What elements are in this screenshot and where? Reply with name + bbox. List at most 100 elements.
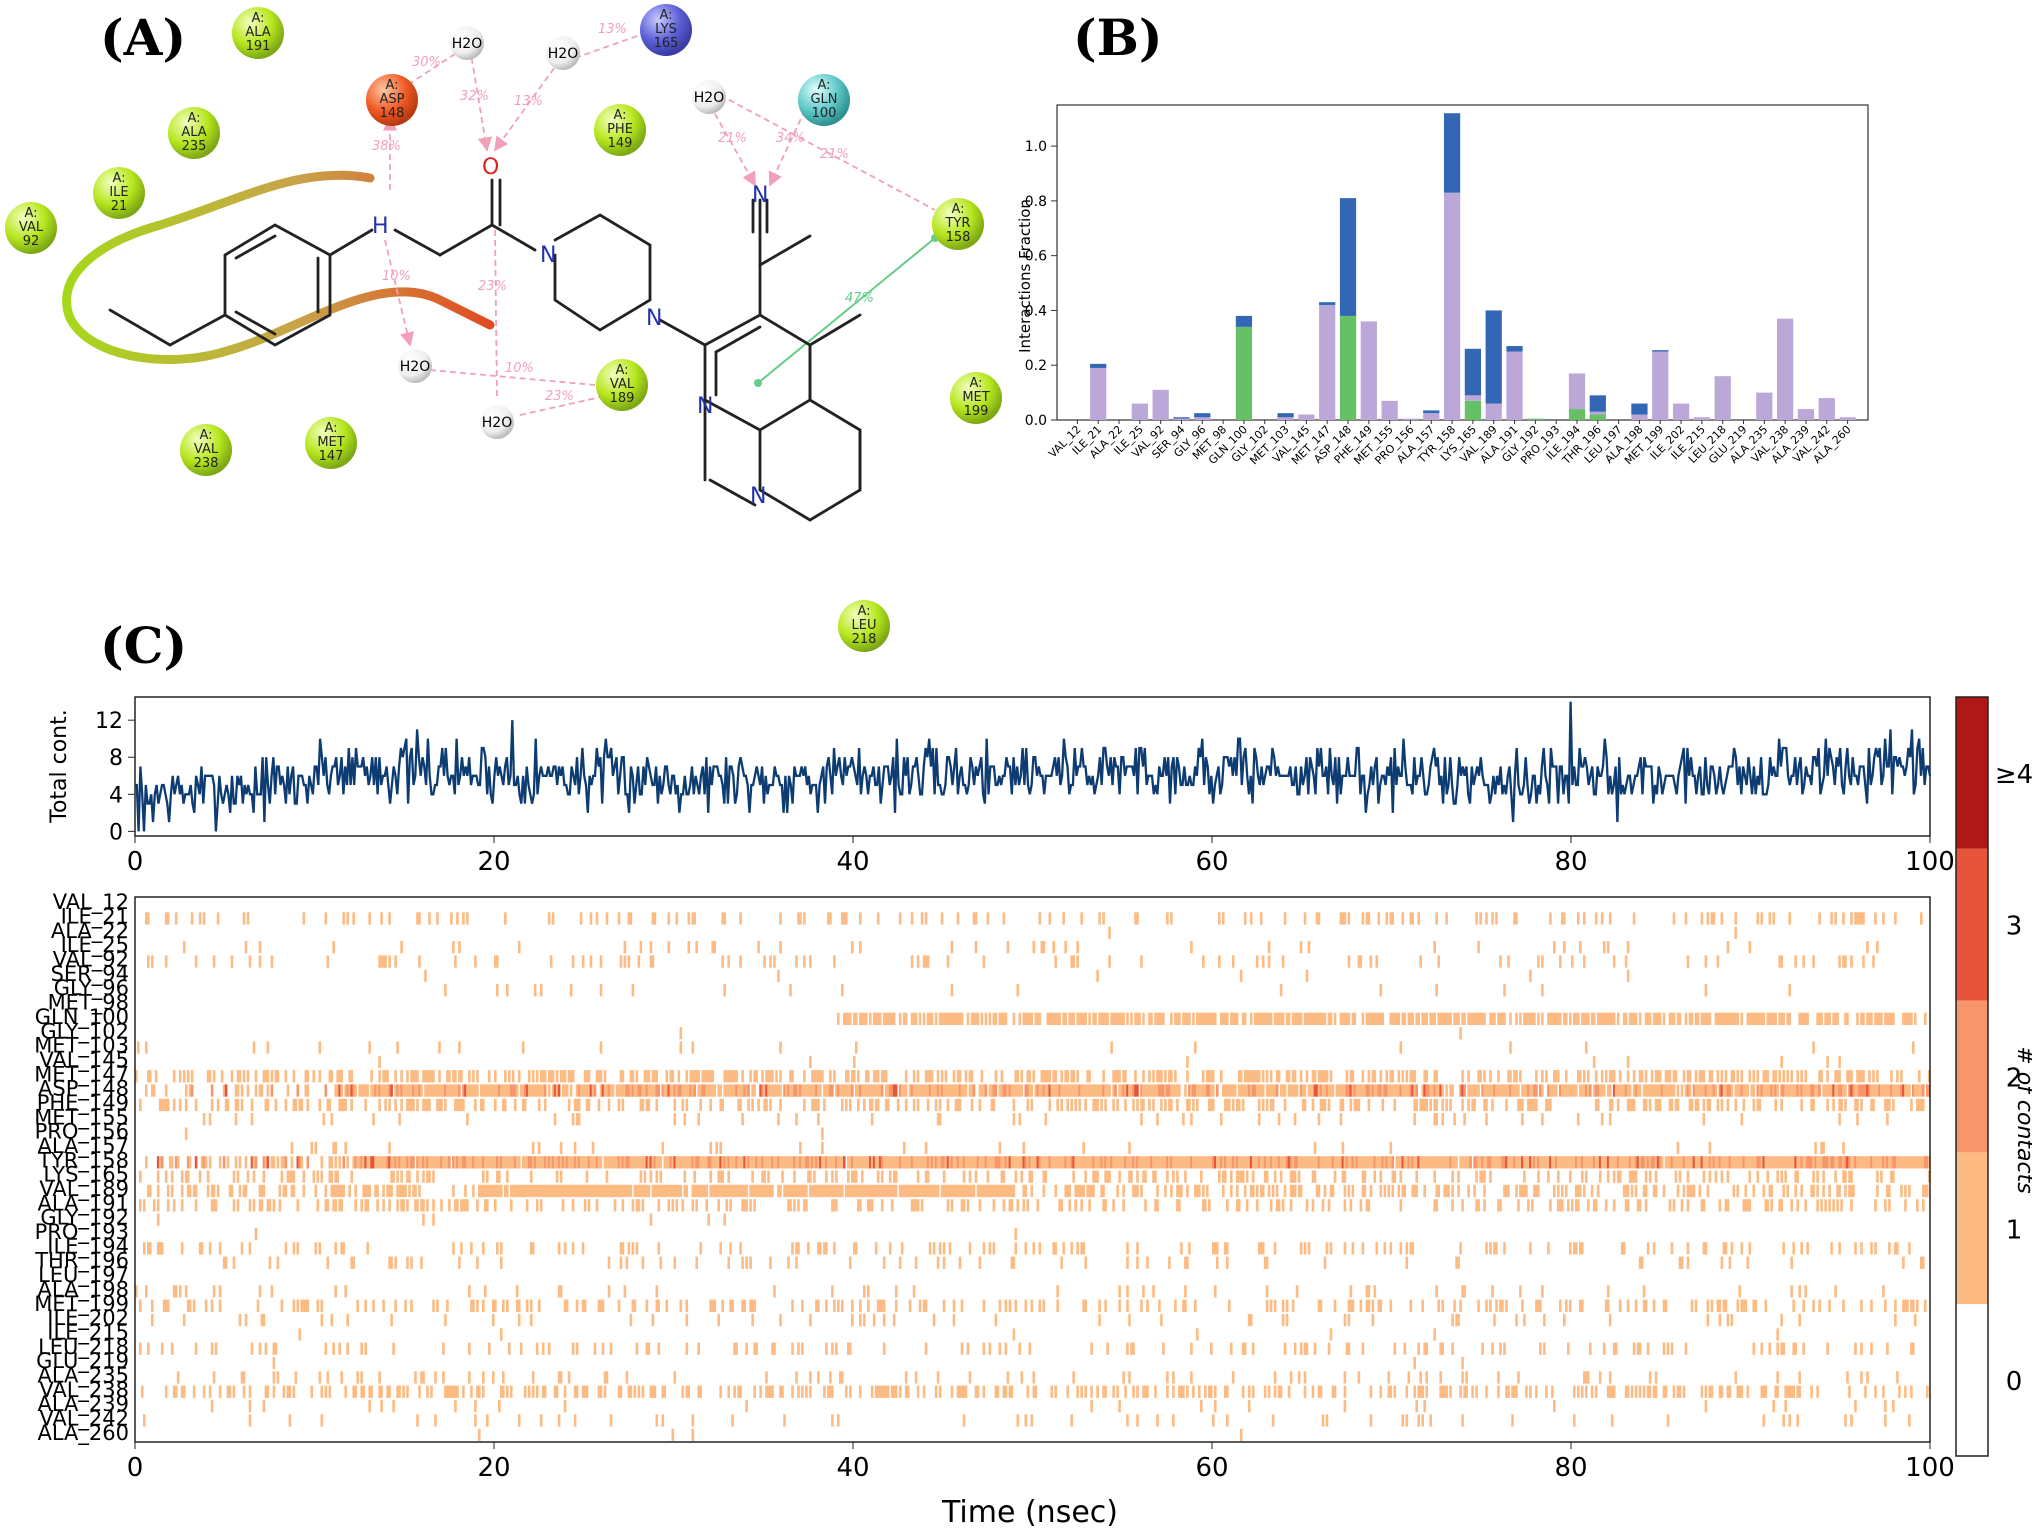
contact-cell <box>1150 1156 1153 1169</box>
contact-cell <box>464 1156 467 1169</box>
contact-cell <box>1038 1299 1042 1312</box>
contact-cell <box>1076 941 1079 954</box>
contact-cell <box>1024 1156 1028 1169</box>
contact-cell <box>1257 1084 1261 1097</box>
contact-cell <box>160 1098 164 1112</box>
contact-cell <box>382 1199 385 1212</box>
contact-cell <box>1451 1199 1454 1212</box>
contact-cell <box>326 1256 330 1269</box>
contact-cell <box>452 941 455 954</box>
contact-cell <box>1912 1041 1915 1054</box>
contact-cell <box>1369 1084 1373 1097</box>
contact-cell <box>1489 1299 1492 1312</box>
contact-cell <box>1228 1098 1231 1112</box>
contact-cell <box>1230 1156 1233 1169</box>
contact-cell <box>1515 1084 1518 1097</box>
contact-cell <box>322 1113 326 1126</box>
contact-cell <box>657 1184 661 1198</box>
contact-cell <box>468 1342 471 1355</box>
contact-cell <box>1732 1070 1736 1083</box>
contact-cell <box>1074 1098 1077 1112</box>
contact-cell <box>145 1156 148 1169</box>
contact-cell <box>1525 1156 1528 1169</box>
contact-cell <box>143 1242 146 1255</box>
contact-cell <box>1670 1242 1674 1255</box>
contact-cell <box>184 1285 188 1298</box>
contact-cell <box>1066 1098 1069 1112</box>
contact-cell <box>1884 1156 1887 1169</box>
contact-cell <box>1303 1012 1307 1025</box>
contact-cell <box>701 1156 704 1169</box>
contact-cell <box>1920 1156 1923 1169</box>
contact-cell <box>789 1156 792 1169</box>
contact-cell <box>517 1070 521 1083</box>
contact-cell <box>1082 1156 1085 1169</box>
contact-cell <box>450 912 453 925</box>
contact-cell <box>721 1170 724 1183</box>
contact-cell <box>679 1027 683 1040</box>
contact-cell <box>1748 1156 1752 1169</box>
contact-cell <box>1046 1084 1050 1097</box>
contact-cell <box>1136 1184 1139 1198</box>
contact-cell <box>855 1012 858 1025</box>
contact-cell <box>444 1385 447 1398</box>
contact-cell <box>364 1084 367 1097</box>
contact-cell <box>1118 1285 1121 1298</box>
contact-cell <box>727 955 730 968</box>
contact-cell <box>531 1141 535 1155</box>
contact-cell <box>1481 1156 1484 1169</box>
c-row-label: GLY_102 <box>40 1019 129 1044</box>
contact-cell <box>1259 1242 1263 1255</box>
contact-cell <box>258 941 262 954</box>
contact-cell <box>1770 1084 1773 1097</box>
contact-cell <box>1585 1084 1588 1097</box>
contact-cell <box>1702 1199 1706 1212</box>
contact-cell <box>1916 1299 1919 1312</box>
contact-cell <box>1269 1299 1273 1312</box>
contact-cell <box>1413 1084 1416 1097</box>
contact-cell <box>1403 1184 1407 1198</box>
contact-cell <box>442 1342 445 1355</box>
contact-cell <box>932 1156 936 1169</box>
contact-cell <box>857 1184 860 1198</box>
contact-cell <box>729 1184 732 1198</box>
contact-cell <box>1722 1084 1726 1097</box>
contact-cell <box>872 1084 876 1097</box>
contact-cell <box>1487 1156 1490 1169</box>
contact-cell <box>1190 941 1193 954</box>
contact-cell <box>1038 1242 1042 1255</box>
contact-cell <box>968 1242 972 1255</box>
contact-cell <box>1387 1084 1391 1097</box>
contact-cell <box>1126 1084 1129 1097</box>
contact-cell <box>1577 1199 1580 1212</box>
contact-cell <box>815 1184 818 1198</box>
contact-cell <box>1654 1156 1658 1169</box>
contact-cell <box>553 1385 557 1398</box>
contact-cell <box>498 1084 501 1097</box>
contact-cell <box>1780 1342 1783 1355</box>
contact-cell <box>172 1070 176 1083</box>
contact-cell <box>1559 1156 1562 1169</box>
contact-cell <box>1317 1184 1321 1198</box>
contact-cell <box>1190 1342 1193 1355</box>
contact-cell <box>583 1184 587 1198</box>
contact-cell <box>591 1156 595 1169</box>
contact-cell <box>1016 1070 1020 1083</box>
contact-cell <box>1461 1156 1464 1169</box>
contact-cell <box>577 1084 581 1097</box>
contact-cell <box>186 1299 190 1312</box>
contact-cell <box>940 1156 944 1169</box>
contact-cell <box>1561 1156 1564 1169</box>
contact-cell <box>1880 1012 1883 1025</box>
contact-cell <box>1068 1184 1071 1198</box>
contact-cell <box>174 1156 178 1169</box>
contact-cell <box>456 1156 459 1169</box>
contact-cell <box>1587 1084 1590 1097</box>
contact-cell <box>719 1184 722 1198</box>
contact-cell <box>156 1199 160 1212</box>
contact-cell <box>1858 1156 1861 1169</box>
contact-cell <box>1551 1012 1554 1025</box>
contact-cell <box>1265 1098 1269 1112</box>
contact-cell <box>1854 1242 1857 1255</box>
contact-cell <box>1782 1070 1785 1083</box>
